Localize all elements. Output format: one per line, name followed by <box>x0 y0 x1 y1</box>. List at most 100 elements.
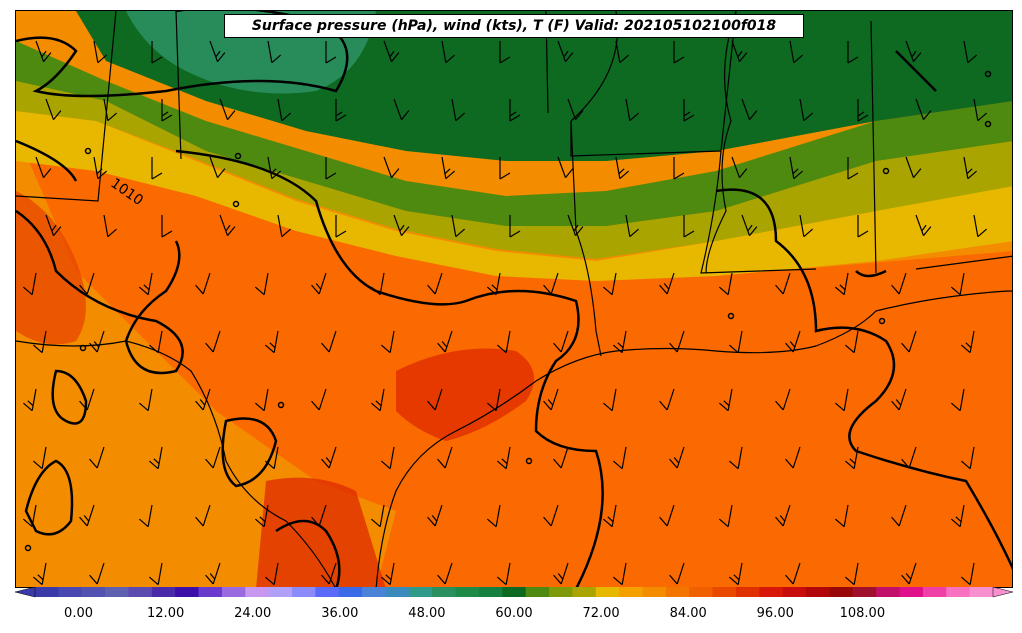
wind-barb <box>335 215 347 238</box>
wind-barb <box>799 214 814 238</box>
calm-wind-circle <box>984 120 992 128</box>
wind-barb <box>32 330 47 354</box>
calm-wind-circle <box>79 344 87 352</box>
colorbar-cells <box>35 587 994 597</box>
wind-barb <box>673 41 685 64</box>
wind-barb <box>151 157 163 180</box>
wind-barb <box>437 446 453 469</box>
wind-barb <box>741 98 758 121</box>
wind-barb <box>393 98 410 121</box>
wind-barb <box>311 504 327 527</box>
colorbar-cell <box>408 587 433 597</box>
colorbar-cell <box>712 587 737 597</box>
wind-barb <box>89 330 105 353</box>
wind-barb <box>321 330 337 353</box>
wind-barb <box>669 446 685 469</box>
wind-barb <box>789 40 804 64</box>
isobar-east <box>715 188 1012 570</box>
wind-barb <box>148 330 163 354</box>
wind-barb <box>905 40 922 63</box>
wind-barb <box>383 156 400 179</box>
wind-barb <box>973 98 988 122</box>
state-boundaries <box>16 11 1012 587</box>
temp-field-hot-west <box>16 191 86 345</box>
wind-barb <box>567 214 584 237</box>
wind-barb <box>277 98 292 122</box>
colorbar-cell <box>549 587 573 597</box>
wind-barb <box>834 504 849 528</box>
colorbar-cell <box>268 587 293 597</box>
wind-barb <box>103 98 118 122</box>
wind-barb <box>950 504 965 528</box>
isobar-small-1 <box>51 369 88 425</box>
isobar-central <box>175 149 604 587</box>
colorbar-tick-label: 24.00 <box>234 606 272 621</box>
wind-barb <box>799 98 814 122</box>
boundary-al-fl <box>915 255 1012 270</box>
isobar-west <box>16 209 184 375</box>
wind-barb <box>557 40 574 63</box>
wind-barb <box>427 388 443 411</box>
wind-barb <box>427 272 443 295</box>
wind-barb <box>625 214 640 238</box>
boundary-ms-la <box>700 150 817 274</box>
wind-barb <box>741 214 758 237</box>
calm-wind-circle <box>277 401 285 409</box>
wind-barb <box>254 272 269 296</box>
wind-barb <box>718 272 733 296</box>
colorbar-cell <box>58 587 83 597</box>
wind-barb <box>148 446 163 470</box>
isobars <box>16 11 1012 587</box>
wind-barb <box>427 504 443 527</box>
colorbar-cell <box>151 587 176 597</box>
wind-barb <box>509 99 521 122</box>
wind-barb <box>486 504 501 528</box>
wind-barb <box>973 214 988 238</box>
colorbar-max-extension <box>992 586 1014 598</box>
wind-barb <box>659 388 675 411</box>
calm-wind-circle <box>232 200 240 208</box>
colorbar-tick-label: 0.00 <box>64 606 94 621</box>
wind-barb <box>557 156 574 179</box>
wind-barb <box>553 562 569 585</box>
colorbar-tick-label: 36.00 <box>321 606 359 621</box>
colorbar-cell <box>245 587 270 597</box>
wind-barb <box>437 330 453 353</box>
wind-barb <box>93 40 108 64</box>
colorbar-cell <box>946 587 971 597</box>
wind-barb <box>22 504 37 528</box>
wind-barb <box>370 388 385 412</box>
wind-barb <box>915 98 932 121</box>
wind-barb <box>35 156 52 179</box>
calm-wind-circle <box>984 70 992 78</box>
wind-barb <box>950 388 965 412</box>
colorbar-cell <box>385 587 410 597</box>
wind-barb <box>79 388 95 411</box>
wind-barb <box>195 504 211 527</box>
wind-barb <box>963 40 978 64</box>
colorbar <box>14 586 1014 598</box>
colorbar-cell <box>899 587 924 597</box>
wind-barb <box>543 388 559 411</box>
wind-barb <box>321 562 337 585</box>
wind-barb <box>718 504 733 528</box>
wind-barb <box>451 214 466 238</box>
calm-wind-markers <box>24 70 992 552</box>
wind-barb <box>543 272 559 295</box>
wind-barb <box>901 446 917 469</box>
wind-barb <box>625 98 640 122</box>
calm-wind-circle <box>24 544 32 552</box>
colorbar-cell <box>81 587 106 597</box>
wind-barb <box>775 272 791 295</box>
colorbar-cell <box>338 587 363 597</box>
wind-barb <box>602 504 617 528</box>
colorbar-cell <box>806 587 830 597</box>
wind-barb <box>785 446 801 469</box>
wind-barb <box>267 156 282 180</box>
wind-barb <box>857 215 869 238</box>
wind-barb <box>775 504 791 527</box>
wind-barb <box>486 388 501 412</box>
wind-barb <box>543 504 559 527</box>
wind-barb <box>380 330 395 354</box>
wind-barb <box>731 156 748 179</box>
